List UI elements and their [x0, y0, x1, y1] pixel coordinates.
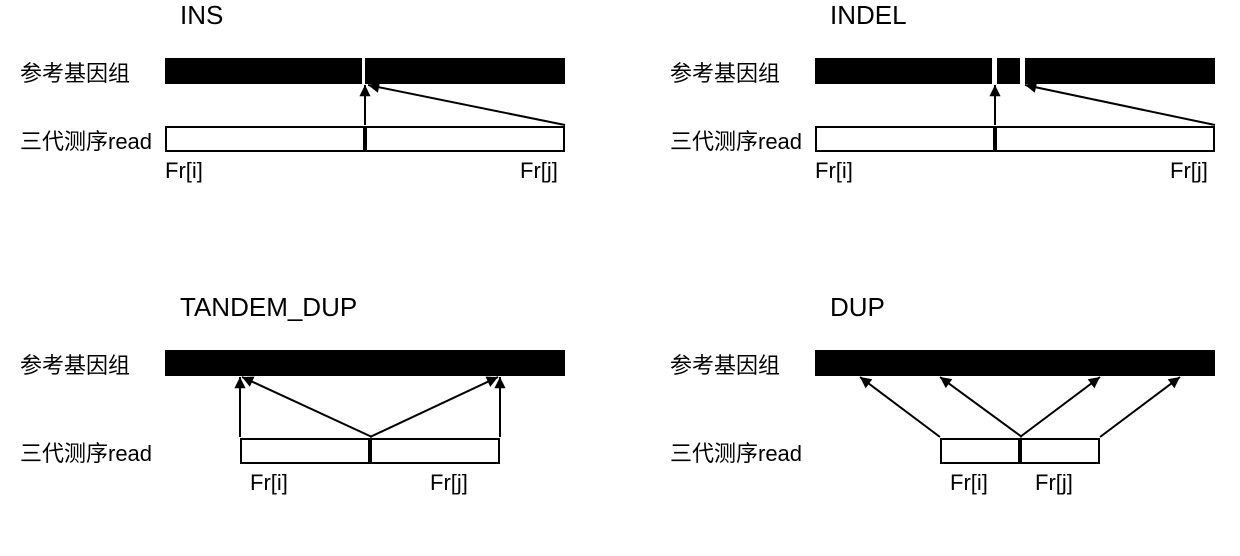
dup-read-label: 三代测序read: [670, 436, 802, 468]
ins-ref-label: 参考基因组: [20, 56, 130, 88]
tandem-read-bar-i: [240, 438, 370, 464]
indel-ref-label: 参考基因组: [670, 56, 780, 88]
dup-ref-bar: [815, 350, 1215, 376]
indel-read-label: 三代测序read: [670, 124, 802, 156]
ins-read-label: 三代测序read: [20, 124, 152, 156]
ins-ref-bar: [165, 58, 565, 84]
dup-fr-i: Fr[i]: [950, 470, 988, 496]
indel-ref-bar: [815, 58, 1215, 84]
ins-read-bar-i: [165, 126, 365, 152]
ins-title: INS: [180, 0, 223, 31]
indel-ref-gap-0: [992, 58, 997, 84]
dup-fr-j: Fr[j]: [1035, 470, 1073, 496]
indel-read-bar-j: [995, 126, 1215, 152]
ins-fr-i: Fr[i]: [165, 158, 203, 184]
tandem-title: TANDEM_DUP: [180, 292, 357, 323]
ins-ref-gap-0: [362, 58, 365, 84]
ins-read-bar-j: [365, 126, 565, 152]
dup-title: DUP: [830, 292, 885, 323]
dup-ref-label: 参考基因组: [670, 348, 780, 380]
tandem-fr-j: Fr[j]: [430, 470, 468, 496]
indel-title: INDEL: [830, 0, 907, 31]
tandem-read-bar-j: [370, 438, 500, 464]
tandem-fr-i: Fr[i]: [250, 470, 288, 496]
tandem-read-label: 三代测序read: [20, 436, 152, 468]
indel-ref-gap-1: [1020, 58, 1025, 84]
tandem-ref-bar: [165, 350, 565, 376]
tandem-ref-label: 参考基因组: [20, 348, 130, 380]
dup-read-bar-j: [1020, 438, 1100, 464]
indel-read-bar-i: [815, 126, 995, 152]
dup-read-bar-i: [940, 438, 1020, 464]
ins-fr-j: Fr[j]: [520, 158, 558, 184]
indel-fr-i: Fr[i]: [815, 158, 853, 184]
indel-fr-j: Fr[j]: [1170, 158, 1208, 184]
